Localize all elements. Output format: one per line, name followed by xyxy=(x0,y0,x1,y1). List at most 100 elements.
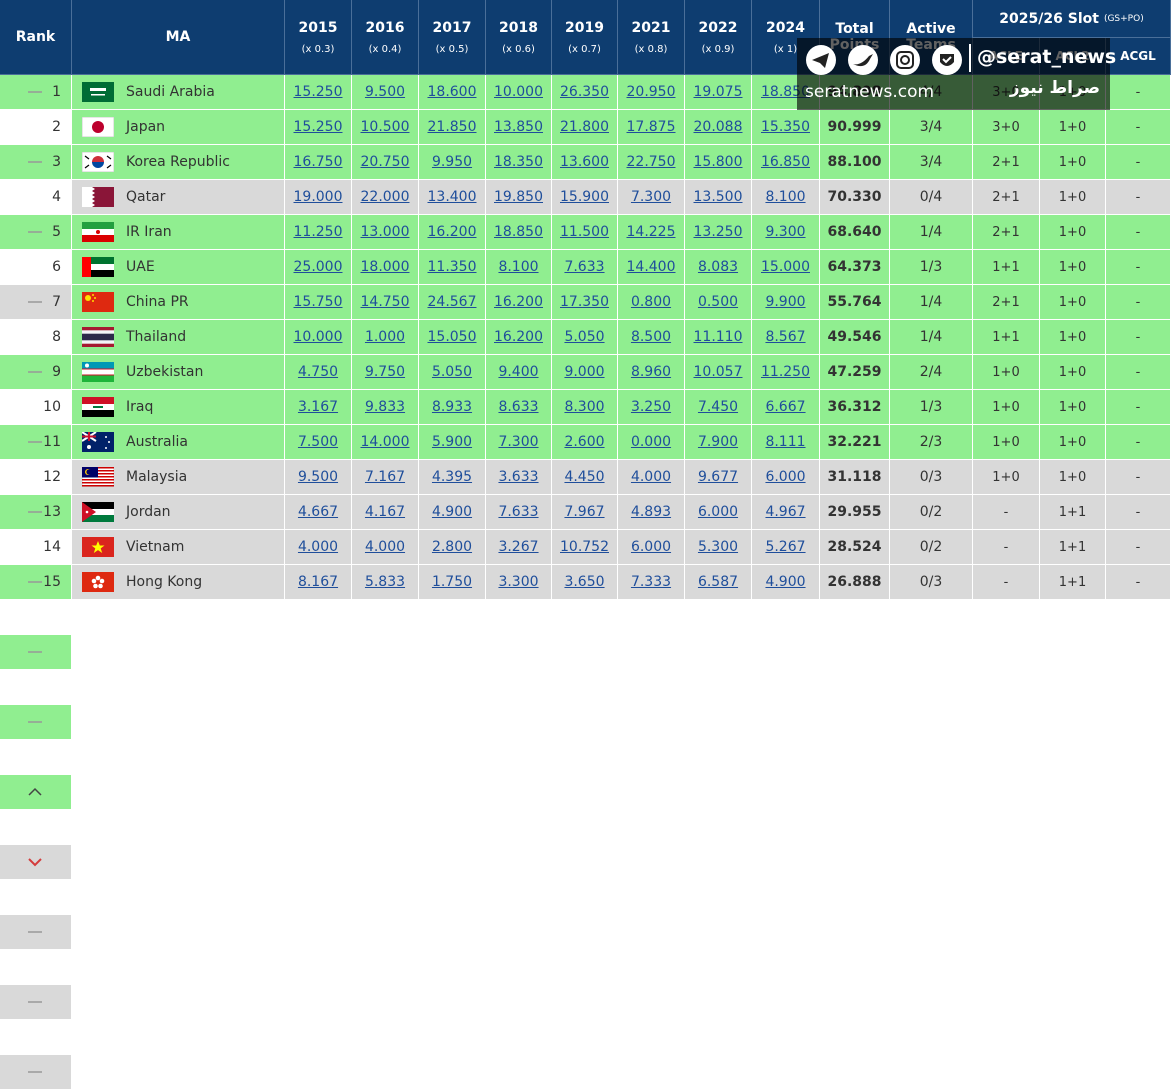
points-link[interactable]: 3.167 xyxy=(297,399,339,415)
points-link[interactable]: 11.250 xyxy=(293,224,343,240)
points-link[interactable]: 16.750 xyxy=(293,154,343,170)
points-link[interactable]: 22.750 xyxy=(626,154,676,170)
points-link[interactable]: 6.000 xyxy=(630,539,672,555)
points-link[interactable]: 9.950 xyxy=(431,154,473,170)
points-link[interactable]: 4.900 xyxy=(431,504,473,520)
points-link[interactable]: 20.750 xyxy=(360,154,410,170)
points-link[interactable]: 11.350 xyxy=(427,259,477,275)
points-link[interactable]: 17.875 xyxy=(626,119,676,135)
points-link[interactable]: 18.350 xyxy=(494,154,543,170)
points-link[interactable]: 8.111 xyxy=(765,434,806,450)
points-link[interactable]: 1.750 xyxy=(431,574,473,590)
points-link[interactable]: 7.633 xyxy=(564,259,605,275)
points-link[interactable]: 15.350 xyxy=(761,119,810,135)
points-link[interactable]: 21.800 xyxy=(560,119,609,135)
points-link[interactable]: 7.300 xyxy=(498,434,539,450)
points-link[interactable]: 1.000 xyxy=(364,329,406,345)
points-link[interactable]: 8.933 xyxy=(431,399,473,415)
points-link[interactable]: 7.900 xyxy=(697,434,739,450)
points-link[interactable]: 14.000 xyxy=(360,434,410,450)
points-link[interactable]: 4.000 xyxy=(364,539,406,555)
points-link[interactable]: 16.850 xyxy=(761,154,810,170)
points-link[interactable]: 8.300 xyxy=(564,399,605,415)
points-link[interactable]: 4.967 xyxy=(765,504,806,520)
points-link[interactable]: 10.000 xyxy=(293,329,343,345)
points-link[interactable]: 7.333 xyxy=(630,574,672,590)
points-link[interactable]: 8.167 xyxy=(297,574,339,590)
points-link[interactable]: 13.850 xyxy=(494,119,543,135)
points-link[interactable]: 6.587 xyxy=(697,574,739,590)
points-link[interactable]: 15.900 xyxy=(560,189,609,205)
points-link[interactable]: 4.893 xyxy=(630,504,672,520)
points-link[interactable]: 8.960 xyxy=(630,364,672,380)
points-link[interactable]: 4.167 xyxy=(364,504,406,520)
points-link[interactable]: 13.000 xyxy=(360,224,410,240)
points-link[interactable]: 20.088 xyxy=(693,119,743,135)
points-link[interactable]: 3.633 xyxy=(498,469,539,485)
points-link[interactable]: 9.500 xyxy=(364,84,406,100)
points-link[interactable]: 9.300 xyxy=(765,224,806,240)
points-link[interactable]: 13.600 xyxy=(560,154,609,170)
points-link[interactable]: 3.250 xyxy=(630,399,672,415)
points-link[interactable]: 10.500 xyxy=(360,119,410,135)
points-link[interactable]: 7.450 xyxy=(697,399,739,415)
points-link[interactable]: 9.500 xyxy=(297,469,339,485)
points-link[interactable]: 7.500 xyxy=(297,434,339,450)
points-link[interactable]: 22.000 xyxy=(360,189,410,205)
points-link[interactable]: 25.000 xyxy=(293,259,343,275)
points-link[interactable]: 4.750 xyxy=(297,364,339,380)
points-link[interactable]: 0.500 xyxy=(697,294,739,310)
points-link[interactable]: 17.350 xyxy=(560,294,609,310)
points-link[interactable]: 5.900 xyxy=(431,434,473,450)
points-link[interactable]: 0.800 xyxy=(630,294,672,310)
points-link[interactable]: 7.633 xyxy=(498,504,539,520)
points-link[interactable]: 14.750 xyxy=(360,294,410,310)
points-link[interactable]: 14.400 xyxy=(626,259,676,275)
points-link[interactable]: 19.850 xyxy=(494,189,543,205)
points-link[interactable]: 13.500 xyxy=(693,189,743,205)
points-link[interactable]: 15.750 xyxy=(293,294,343,310)
points-link[interactable]: 3.267 xyxy=(498,539,539,555)
points-link[interactable]: 15.000 xyxy=(761,259,810,275)
points-link[interactable]: 15.800 xyxy=(693,154,743,170)
points-link[interactable]: 8.633 xyxy=(498,399,539,415)
points-link[interactable]: 5.050 xyxy=(564,329,605,345)
points-link[interactable]: 19.075 xyxy=(693,84,743,100)
points-link[interactable]: 10.752 xyxy=(560,539,609,555)
points-link[interactable]: 3.300 xyxy=(498,574,539,590)
points-link[interactable]: 0.000 xyxy=(630,434,672,450)
points-link[interactable]: 9.400 xyxy=(498,364,539,380)
points-link[interactable]: 5.267 xyxy=(765,539,806,555)
points-link[interactable]: 8.100 xyxy=(765,189,806,205)
points-link[interactable]: 6.000 xyxy=(765,469,806,485)
points-link[interactable]: 18.850 xyxy=(494,224,543,240)
points-link[interactable]: 5.300 xyxy=(697,539,739,555)
points-link[interactable]: 9.900 xyxy=(765,294,806,310)
points-link[interactable]: 16.200 xyxy=(494,294,543,310)
points-link[interactable]: 15.050 xyxy=(427,329,477,345)
points-link[interactable]: 11.110 xyxy=(693,329,743,345)
points-link[interactable]: 11.500 xyxy=(560,224,609,240)
points-link[interactable]: 20.950 xyxy=(626,84,676,100)
points-link[interactable]: 8.083 xyxy=(697,259,739,275)
points-link[interactable]: 19.000 xyxy=(293,189,343,205)
points-link[interactable]: 2.600 xyxy=(564,434,605,450)
points-link[interactable]: 6.667 xyxy=(765,399,806,415)
points-link[interactable]: 10.057 xyxy=(693,364,743,380)
points-link[interactable]: 4.395 xyxy=(431,469,473,485)
points-link[interactable]: 7.967 xyxy=(564,504,605,520)
points-link[interactable]: 18.600 xyxy=(427,84,477,100)
points-link[interactable]: 13.400 xyxy=(427,189,477,205)
points-link[interactable]: 9.677 xyxy=(697,469,739,485)
points-link[interactable]: 18.000 xyxy=(360,259,410,275)
points-link[interactable]: 2.800 xyxy=(431,539,473,555)
points-link[interactable]: 13.250 xyxy=(693,224,743,240)
points-link[interactable]: 16.200 xyxy=(427,224,477,240)
points-link[interactable]: 14.225 xyxy=(626,224,676,240)
points-link[interactable]: 4.000 xyxy=(297,539,339,555)
points-link[interactable]: 7.300 xyxy=(630,189,672,205)
points-link[interactable]: 8.567 xyxy=(765,329,806,345)
points-link[interactable]: 8.100 xyxy=(498,259,539,275)
points-link[interactable]: 5.833 xyxy=(364,574,406,590)
points-link[interactable]: 15.250 xyxy=(293,84,343,100)
